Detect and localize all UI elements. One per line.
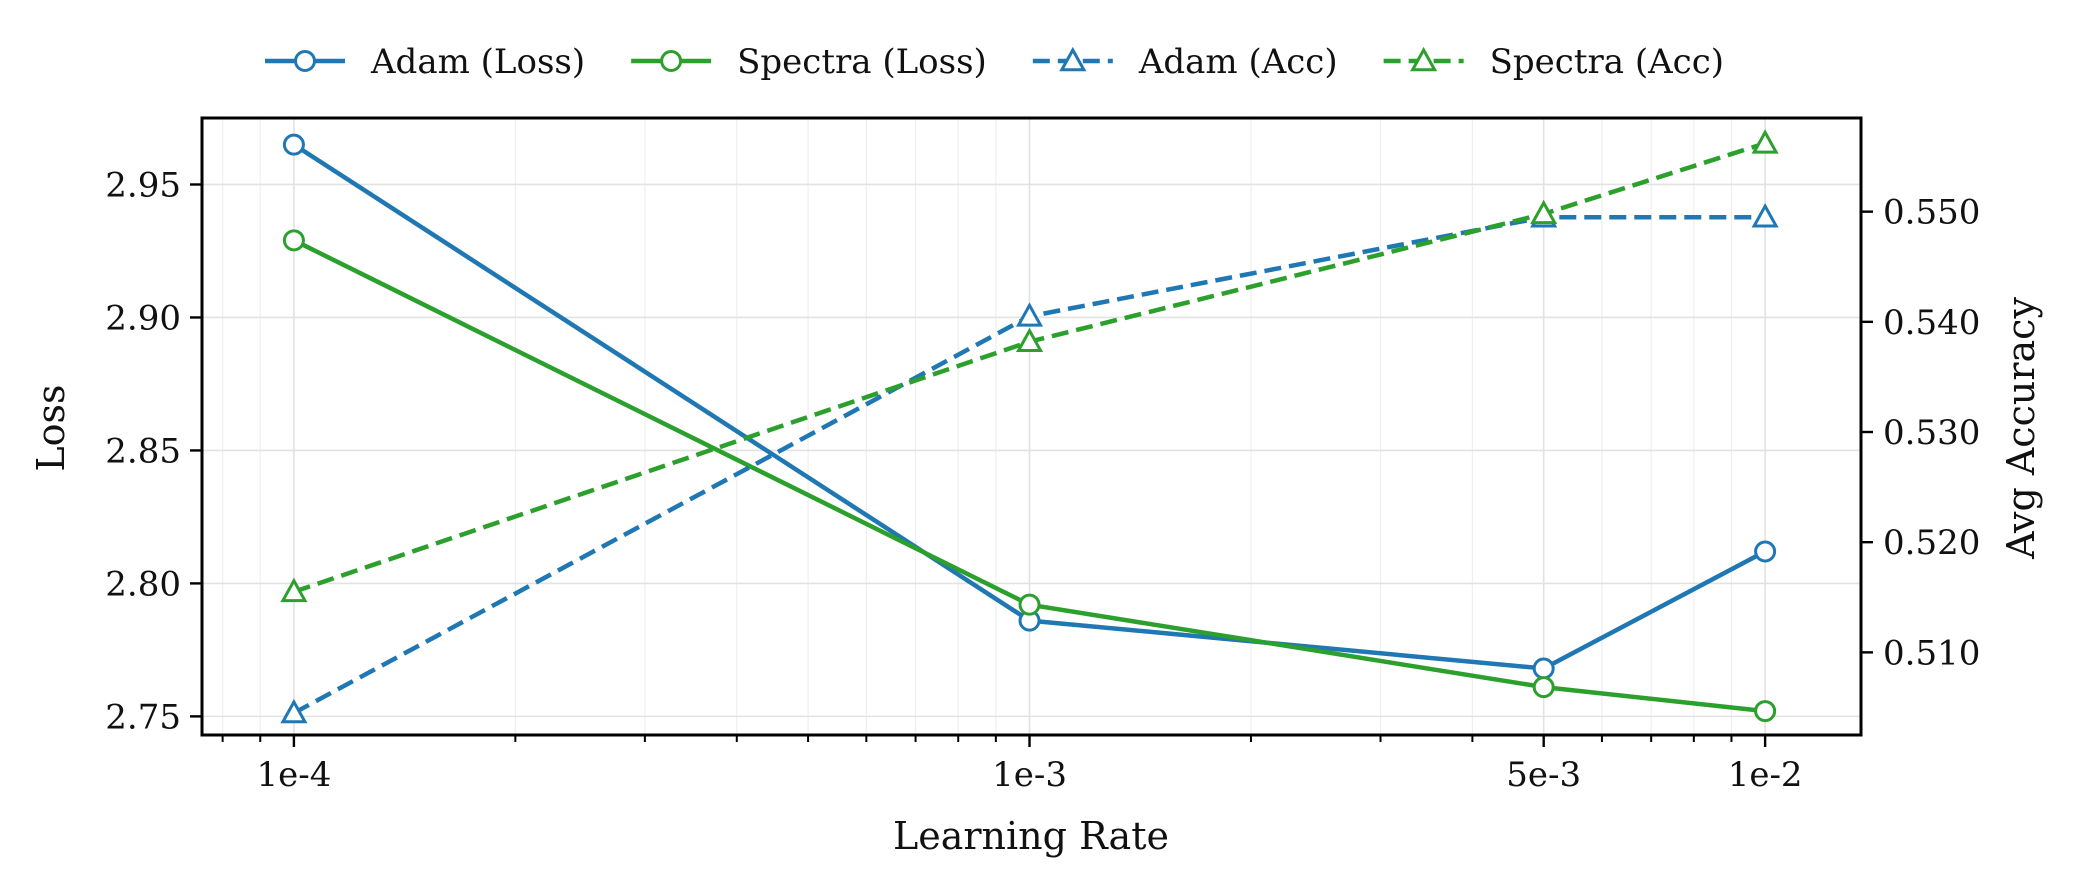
series-line-spectra-acc bbox=[293, 141, 1766, 594]
y-tick-label-left: 2.85 bbox=[105, 431, 181, 471]
legend-swatch-marker bbox=[660, 50, 683, 72]
y-tick-label-left: 2.75 bbox=[105, 697, 181, 737]
y-axis-title-left: Loss bbox=[29, 384, 73, 471]
legend-swatch-marker bbox=[1410, 46, 1438, 72]
legend-item-adam-acc: Adam (Acc) bbox=[1032, 42, 1338, 82]
x-tick-label: 5e-3 bbox=[1506, 755, 1581, 795]
legend-item-spectra-loss: Spectra (Loss) bbox=[631, 42, 987, 82]
legend-swatch-marker bbox=[294, 50, 316, 72]
x-tick-label: 1e-3 bbox=[992, 755, 1067, 795]
data-point-adam-acc bbox=[280, 698, 308, 724]
data-point-adam-loss bbox=[1754, 540, 1777, 563]
legend-label: Spectra (Acc) bbox=[1490, 42, 1724, 82]
data-point-spectra-loss bbox=[1754, 700, 1777, 723]
series-line-spectra-loss bbox=[292, 238, 1766, 714]
axis-ticks: 1e-4 1e-3 5e-3 1e-2 2.75 2.80 2.85 2.90 2.95 0.51… bbox=[105, 165, 1980, 795]
y-tick-label-left: 2.95 bbox=[105, 165, 181, 205]
data-point-spectra-acc bbox=[280, 577, 308, 603]
y-tick-label-right: 0.550 bbox=[1883, 193, 1980, 233]
y-tick-label-right: 0.510 bbox=[1883, 633, 1980, 673]
data-point-adam-acc bbox=[1015, 302, 1044, 327]
y-tick-label-left: 2.80 bbox=[105, 564, 181, 604]
legend-item-spectra-acc: Spectra (Acc) bbox=[1383, 42, 1724, 82]
data-point-spectra-loss bbox=[1018, 593, 1041, 616]
plot-frame bbox=[200, 116, 1863, 737]
data-point-adam-acc bbox=[1751, 203, 1779, 228]
grid-layer bbox=[202, 118, 1861, 735]
legend-swatch-marker bbox=[1059, 46, 1087, 72]
legend-label: Spectra (Loss) bbox=[737, 42, 987, 82]
data-point-adam-loss bbox=[282, 133, 305, 156]
data-point-spectra-acc bbox=[1530, 199, 1558, 225]
data-point-spectra-loss bbox=[282, 229, 305, 252]
x-tick-label: 1e-2 bbox=[1728, 755, 1803, 795]
legend-label: Adam (Acc) bbox=[1138, 42, 1338, 82]
legend-label: Adam (Loss) bbox=[370, 42, 585, 82]
series-markers bbox=[280, 129, 1779, 724]
data-point-spectra-acc bbox=[1015, 327, 1044, 352]
data-point-spectra-loss bbox=[1532, 676, 1555, 699]
data-point-spectra-acc bbox=[1751, 129, 1779, 154]
legend: Adam (Loss) Spectra (Loss) Adam (Acc) Spect… bbox=[265, 42, 1724, 82]
y-tick-label-right: 0.540 bbox=[1883, 303, 1980, 343]
x-tick-label: 1e-4 bbox=[256, 755, 331, 795]
data-point-adam-loss bbox=[1532, 657, 1555, 680]
legend-item-adam-loss: Adam (Loss) bbox=[265, 42, 585, 82]
y-tick-label-left: 2.90 bbox=[105, 298, 181, 338]
y-tick-label-right: 0.520 bbox=[1883, 523, 1980, 563]
y-tick-label-right: 0.530 bbox=[1883, 413, 1980, 453]
series-lines bbox=[292, 141, 1767, 715]
y-axis-title-right: Avg Accuracy bbox=[1999, 297, 2043, 560]
x-axis-title: Learning Rate bbox=[893, 814, 1169, 858]
